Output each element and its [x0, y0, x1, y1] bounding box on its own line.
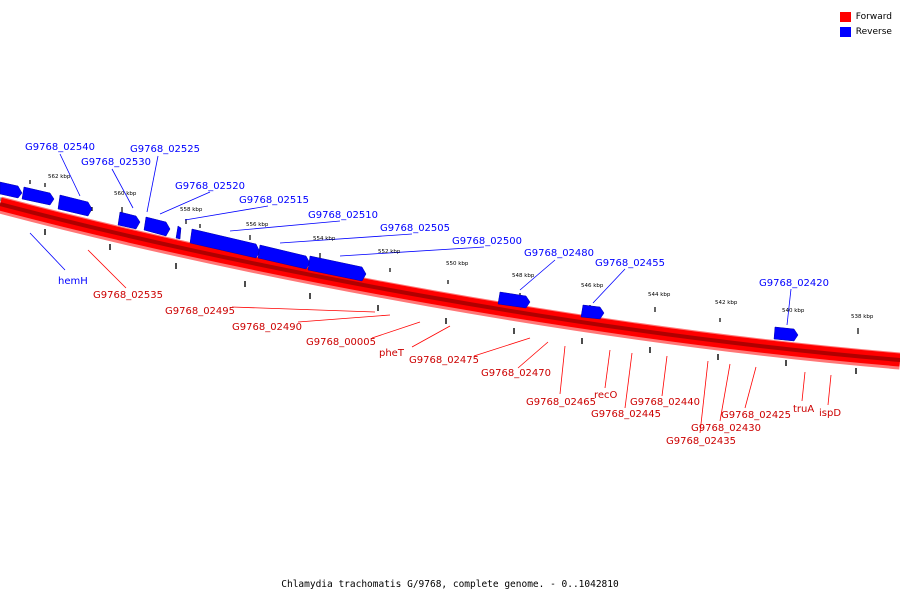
reverse-label: Reverse	[855, 26, 892, 37]
gene-block	[175, 225, 182, 240]
genome-caption: Chlamydia trachomatis G/9768, complete g…	[281, 579, 619, 590]
gene-label: hemH	[58, 276, 88, 287]
forward-swatch	[839, 11, 851, 22]
gene-block	[189, 228, 261, 259]
gene-label: G9768_02505	[380, 223, 450, 234]
scale-label: 560 kbp	[114, 191, 137, 197]
gene-label: G9768_02425	[721, 410, 791, 421]
gene-block	[57, 194, 93, 217]
scale-label: 546 kbp	[581, 283, 604, 289]
scale-label-group: 562 kbp 560 kbp 558 kbp 556 kbp 554 kbp …	[48, 174, 874, 320]
scale-ticks	[29, 180, 859, 334]
gene-label: ispD	[819, 408, 841, 419]
gene-label: G9768_02525	[130, 144, 200, 155]
gene-label: G9768_00005	[306, 337, 376, 348]
scale-label: 538 kbp	[851, 314, 874, 320]
gene-block	[580, 304, 605, 320]
gene-label: G9768_02465	[526, 397, 596, 408]
gene-block	[497, 291, 531, 309]
scale-label: 556 kbp	[246, 222, 269, 228]
gene-label: G9768_02530	[81, 157, 151, 168]
gene-label: G9768_02520	[175, 181, 245, 192]
scale-label: 548 kbp	[512, 273, 535, 279]
gene-block	[143, 216, 171, 237]
gene-label: G9768_02490	[232, 322, 302, 333]
forward-leaders	[87, 249, 832, 434]
gene-label: G9768_02515	[239, 195, 309, 206]
gene-label: G9768_02440	[630, 397, 700, 408]
gene-label: G9768_02420	[759, 278, 829, 289]
gene-label: G9768_02475	[409, 355, 479, 366]
legend-forward: Forward	[839, 9, 892, 24]
gene-block	[307, 255, 367, 282]
scale-label: 552 kbp	[378, 249, 401, 255]
scale-label: 542 kbp	[715, 300, 738, 306]
scale-label: 558 kbp	[180, 207, 203, 213]
scale-label: 554 kbp	[313, 236, 336, 242]
gene-label: G9768_02495	[165, 306, 235, 317]
gene-label: truA	[793, 404, 814, 415]
reverse-leaders	[29, 153, 792, 326]
reverse-swatch	[839, 26, 851, 37]
scale-label: 540 kbp	[782, 308, 805, 314]
gene-label: pheT	[379, 348, 405, 359]
gene-label: G9768_02445	[591, 409, 661, 420]
scale-label: 550 kbp	[446, 261, 469, 267]
scale-label: 562 kbp	[48, 174, 71, 180]
gene-label: G9768_02455	[595, 258, 665, 269]
reverse-gene-blocks	[0, 181, 799, 342]
forward-strand-core	[0, 202, 900, 362]
gene-label: recO	[594, 390, 618, 401]
lower-ticks	[44, 229, 857, 374]
scale-label: 544 kbp	[648, 292, 671, 298]
gene-block	[257, 244, 311, 270]
gene-label: G9768_02480	[524, 248, 594, 259]
gene-block	[21, 186, 55, 206]
gene-label: G9768_02435	[666, 436, 736, 447]
gene-label: G9768_02535	[93, 290, 163, 301]
gene-label: G9768_02430	[691, 423, 761, 434]
forward-label: Forward	[855, 11, 892, 22]
gene-label: G9768_02500	[452, 236, 522, 247]
gene-label: G9768_02510	[308, 210, 378, 221]
forward-label-group: G9768_02535 G9768_02495 G9768_02490 G976…	[93, 290, 841, 447]
gene-block	[773, 326, 799, 342]
gene-label: G9768_02470	[481, 368, 551, 379]
gene-label: G9768_02540	[25, 142, 95, 153]
gene-block	[0, 181, 23, 199]
reverse-label-group: G9768_02540 G9768_02530 G9768_02525 G976…	[25, 142, 829, 289]
legend: Forward Reverse	[839, 9, 892, 39]
legend-reverse: Reverse	[839, 24, 892, 39]
gene-block	[117, 211, 141, 230]
